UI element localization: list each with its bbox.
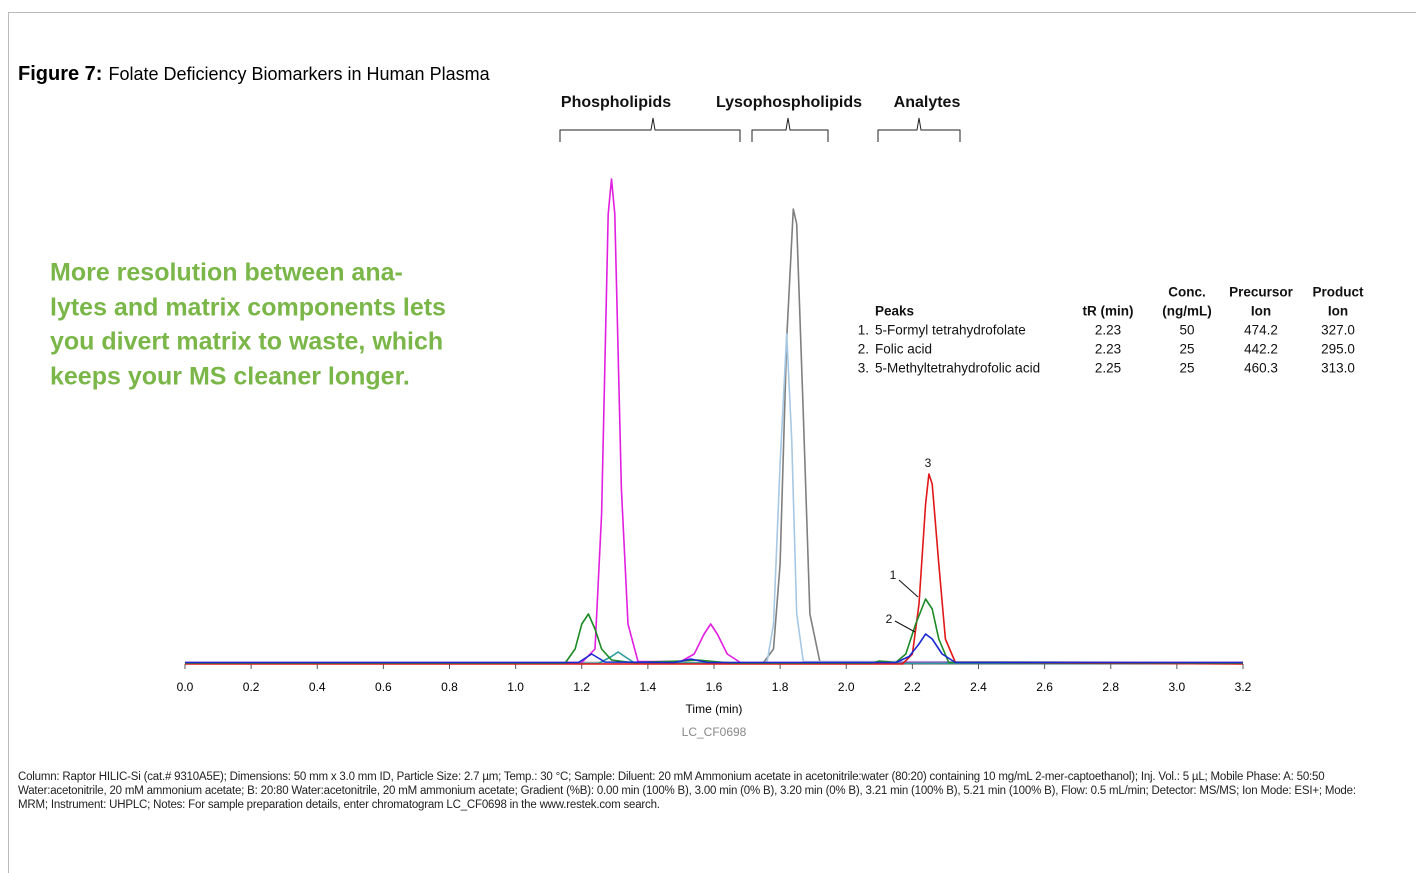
brackets — [559, 117, 961, 142]
peak-label: 1 — [890, 568, 897, 582]
peak-annotations: 3 1 2 — [886, 456, 932, 633]
x-tick-label: 0.4 — [309, 680, 326, 694]
table-cell: 2.23 — [1095, 323, 1121, 338]
peak-number: 2. — [858, 342, 869, 357]
x-tick-label: 1.0 — [507, 680, 524, 694]
x-tick-label: 2.4 — [970, 680, 987, 694]
leader-line — [894, 620, 916, 633]
plot-area: 0.0 0.2 0.4 0.6 0.8 1.0 1.2 1.4 1.6 1.8 2.0 2.2 2.4 2… — [177, 178, 1252, 694]
group-label: Phospholipids — [561, 94, 671, 111]
peak-label: 2 — [886, 612, 893, 626]
footnote: Column: Raptor HILIC-Si (cat.# 9310A5E);… — [18, 771, 1356, 811]
chromatogram-trace — [185, 473, 1244, 665]
compound-name: 5-Methyltetrahydrofolic acid — [875, 361, 1040, 376]
figure-label: Figure 7: — [18, 63, 102, 85]
callout-line: lytes and matrix components lets — [50, 294, 446, 322]
group-label: Analytes — [894, 94, 961, 111]
chromatogram-id: LC_CF0698 — [682, 725, 747, 739]
callout-line: keeps your MS cleaner longer. — [50, 363, 410, 391]
column-header: Peaks — [875, 304, 914, 319]
table-cell: 460.3 — [1244, 361, 1278, 376]
x-tick-label: 0.2 — [243, 680, 260, 694]
leader-line — [898, 579, 919, 598]
group-label: Lysophospholipids — [716, 94, 862, 111]
title: Folate Deficiency Biomarkers in Human Pl… — [108, 64, 490, 84]
bracket — [877, 117, 961, 142]
callout: More resolution between ana- lytes and m… — [50, 259, 446, 391]
table-cell: 442.2 — [1244, 342, 1278, 357]
column-header: Product — [1312, 285, 1364, 300]
column-header: Ion — [1251, 304, 1271, 319]
column-header: tR (min) — [1083, 304, 1134, 319]
x-tick-label: 1.8 — [772, 680, 789, 694]
figure-title: Figure 7: Folate Deficiency Biomarkers in… — [18, 63, 491, 85]
peak-label: 3 — [925, 456, 932, 470]
table-cell: 313.0 — [1321, 361, 1355, 376]
x-tick-label: 3.0 — [1169, 680, 1186, 694]
bracket — [559, 117, 741, 142]
x-tick-label: 2.6 — [1036, 680, 1053, 694]
table-cell: 25 — [1179, 361, 1194, 376]
callout-line: you divert matrix to waste, which — [50, 328, 443, 356]
table-cell: 327.0 — [1321, 323, 1355, 338]
x-tick-label: 2.0 — [838, 680, 855, 694]
column-header: (ng/mL) — [1162, 304, 1212, 319]
column-header: Ion — [1328, 304, 1348, 319]
x-axis-label: Time (min) — [686, 702, 743, 716]
x-tick-label: 3.2 — [1235, 680, 1252, 694]
x-tick-label: 1.2 — [573, 680, 590, 694]
group-labels: Phospholipids Lysophospholipids Analytes — [561, 94, 961, 111]
table-cell: 50 — [1179, 323, 1194, 338]
table-cell: 295.0 — [1321, 342, 1355, 357]
table-cell: 474.2 — [1244, 323, 1278, 338]
x-tick-label: 0.6 — [375, 680, 392, 694]
callout-line: More resolution between ana- — [50, 259, 403, 287]
chromatogram-trace — [185, 333, 1244, 664]
chromatogram-trace — [185, 598, 1244, 664]
x-tick-label: 2.2 — [904, 680, 921, 694]
table-cell: 25 — [1179, 342, 1194, 357]
x-tick-label: 0.8 — [441, 680, 458, 694]
column-header: Conc. — [1168, 285, 1206, 300]
compound-name: 5-Formyl tetrahydrofolate — [875, 323, 1026, 338]
chromatogram-trace — [185, 208, 1244, 664]
x-tick-label: 2.8 — [1102, 680, 1119, 694]
table-cell: 2.23 — [1095, 342, 1121, 357]
x-tick-label: 0.0 — [177, 680, 194, 694]
x-tick-label: 1.6 — [706, 680, 723, 694]
column-header: Precursor — [1229, 285, 1294, 300]
peak-number: 1. — [858, 323, 869, 338]
peak-number: 3. — [858, 361, 869, 376]
compound-name: Folic acid — [875, 342, 932, 357]
x-tick-label: 1.4 — [640, 680, 657, 694]
figure-frame — [8, 12, 1416, 873]
chromatogram-trace — [185, 178, 1243, 664]
table-cell: 2.25 — [1095, 361, 1121, 376]
bracket — [751, 117, 829, 142]
peaks-table: Peaks tR (min) Conc. (ng/mL) Precursor Ion Pro… — [858, 285, 1364, 376]
chromatogram-trace — [185, 633, 1243, 664]
